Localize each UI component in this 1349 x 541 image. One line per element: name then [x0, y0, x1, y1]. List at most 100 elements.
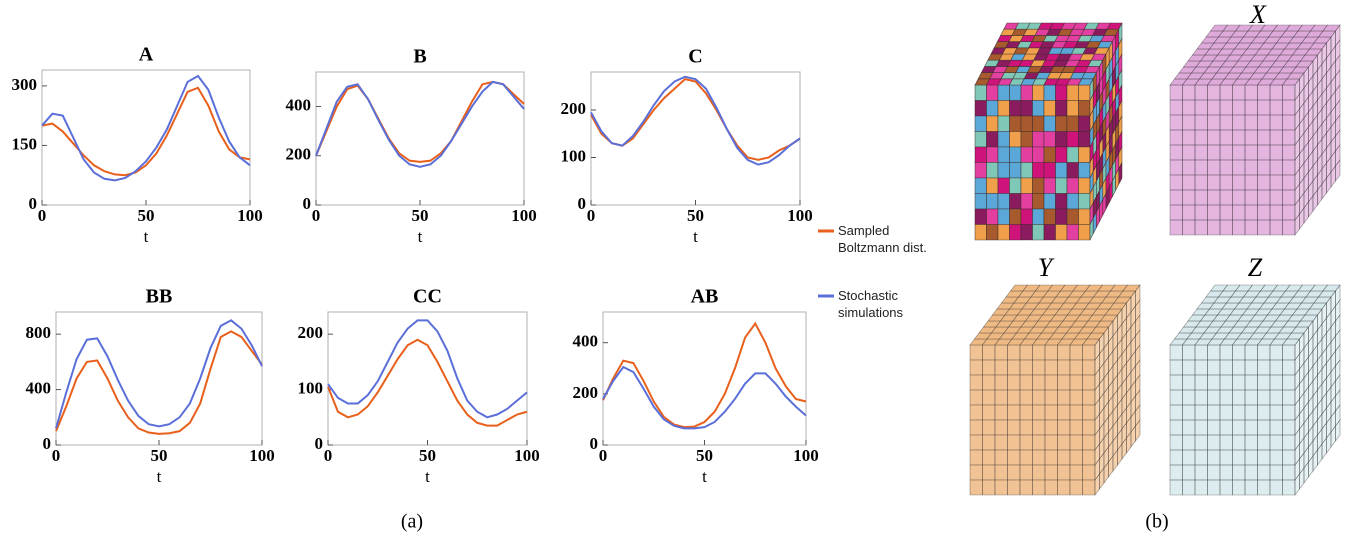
- cube-cell: [1032, 224, 1045, 241]
- cube-cell: [1043, 84, 1056, 101]
- plot-frame: [590, 71, 801, 206]
- cube-cell: [1007, 404, 1021, 421]
- cube-cell: [1194, 389, 1208, 406]
- cube-cell: [1269, 144, 1283, 161]
- cube-cell: [1269, 219, 1283, 236]
- cube-cell: [1182, 144, 1196, 161]
- cube-cell: [1057, 374, 1071, 391]
- x-tick-label: 100: [237, 206, 263, 225]
- cube-cell: [994, 479, 1008, 496]
- cube-cell: [1169, 464, 1183, 481]
- cube-cell: [1020, 208, 1033, 225]
- plot-frame: [315, 71, 525, 206]
- cube-cell: [1207, 449, 1221, 466]
- y-tick-label: 0: [315, 434, 324, 453]
- cube-cell: [1219, 219, 1233, 236]
- cube-cell: [997, 177, 1010, 194]
- cube-cell: [1269, 464, 1283, 481]
- x-tick-label: 50: [419, 446, 436, 465]
- cube-cell: [1118, 162, 1123, 185]
- cube-cell: [1044, 464, 1058, 481]
- cube-cell: [1194, 174, 1208, 191]
- cube-cell: [1207, 464, 1221, 481]
- cube-cell: [997, 131, 1010, 148]
- cube-cell: [1257, 129, 1271, 146]
- cube-cell: [1057, 419, 1071, 436]
- series-line: [41, 86, 251, 177]
- plot-frame: [602, 311, 807, 446]
- x-axis-label: t: [418, 227, 423, 246]
- cube-cell: [1257, 449, 1271, 466]
- cube-cell: [986, 115, 999, 132]
- y-tick-label: 200: [573, 383, 599, 402]
- legend-label: Stochastic simulations: [838, 288, 904, 320]
- cube-cell: [1182, 159, 1196, 176]
- cube-cell: [1082, 359, 1096, 376]
- cube-cell: [1078, 177, 1091, 194]
- cube-cell: [1257, 219, 1271, 236]
- series-line: [590, 78, 801, 161]
- cube-cell: [1282, 434, 1296, 451]
- cube-cell: [1257, 419, 1271, 436]
- cube-cell: [1044, 434, 1058, 451]
- cube-cell: [1282, 419, 1296, 436]
- cube-cell: [1232, 419, 1246, 436]
- cube-cell: [1282, 189, 1296, 206]
- cube-cell: [1019, 374, 1033, 391]
- cube-cell: [1009, 146, 1022, 163]
- cube-cell: [974, 115, 987, 132]
- cube-cell: [1055, 193, 1068, 210]
- cube-cell: [1043, 193, 1056, 210]
- y-tick-label: 0: [578, 194, 587, 213]
- cube-cell: [1019, 404, 1033, 421]
- cube-cell: [1019, 434, 1033, 451]
- cube-cell: [1269, 159, 1283, 176]
- cube-cell: [1182, 434, 1196, 451]
- cube-cell: [1282, 204, 1296, 221]
- cube-cell: [982, 434, 996, 451]
- cube-cell: [1207, 174, 1221, 191]
- cube-cell: [974, 162, 987, 179]
- cube-cell: [1182, 419, 1196, 436]
- cube-cell: [1066, 100, 1079, 117]
- cube-cell: [1257, 159, 1271, 176]
- y-tick-label: 800: [26, 323, 52, 342]
- cube-cell: [1182, 389, 1196, 406]
- series-line: [315, 80, 525, 163]
- cube-cell: [1207, 344, 1221, 361]
- cube-cell: [1282, 374, 1296, 391]
- cube-cell: [1007, 434, 1021, 451]
- cube-cell: [1066, 131, 1079, 148]
- cube-cell: [1257, 84, 1271, 101]
- cube-cell: [969, 359, 983, 376]
- cube-cell: [1232, 84, 1246, 101]
- panel-label: (b): [1145, 511, 1168, 533]
- cube-cell: [1082, 389, 1096, 406]
- cube-cell: [1069, 479, 1083, 496]
- cube-cell: [1207, 419, 1221, 436]
- cube-cell: [1069, 404, 1083, 421]
- y-tick-label: 200: [286, 145, 312, 164]
- cube-cell: [1219, 464, 1233, 481]
- cube-cell: [1057, 359, 1071, 376]
- cube-cell: [982, 419, 996, 436]
- cube-cell: [1169, 99, 1183, 116]
- x-tick-label: 0: [38, 206, 47, 225]
- cube-cell: [1269, 389, 1283, 406]
- cube-cell: [1032, 374, 1046, 391]
- cube-cell: [1009, 224, 1022, 241]
- cube-cell: [1069, 359, 1083, 376]
- cube-cell: [1069, 389, 1083, 406]
- cube-cell: [982, 344, 996, 361]
- cube-cell: [1055, 131, 1068, 148]
- cube-cell: [986, 193, 999, 210]
- cube-cell: [1009, 115, 1022, 132]
- cube-cell: [1219, 189, 1233, 206]
- cube-cell: [1055, 162, 1068, 179]
- cube-cell: [1244, 99, 1258, 116]
- cube-cell: [1207, 159, 1221, 176]
- cube-cell: [1244, 479, 1258, 496]
- cube-cell: [1043, 131, 1056, 148]
- cube-cell: [1219, 419, 1233, 436]
- x-tick-label: 100: [793, 446, 819, 465]
